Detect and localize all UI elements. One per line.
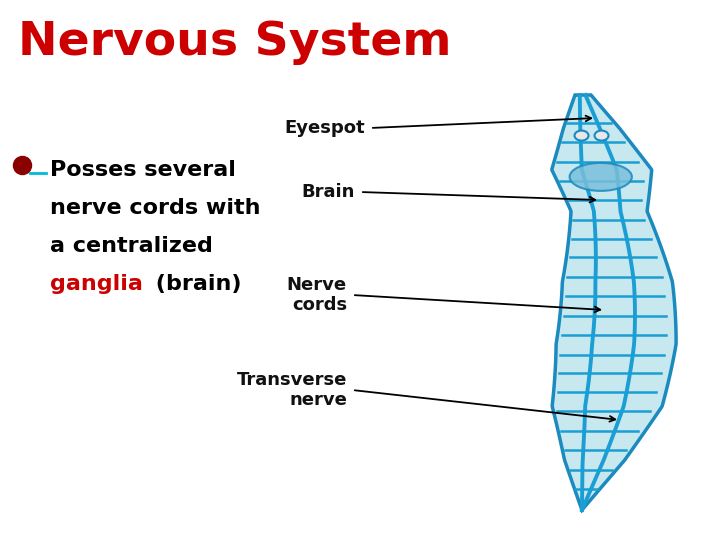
Text: Brain: Brain (302, 183, 355, 201)
Text: Transverse
nerve: Transverse nerve (237, 370, 347, 409)
Text: Nerve
cords: Nerve cords (287, 275, 347, 314)
Ellipse shape (575, 131, 588, 140)
Text: Nervous System: Nervous System (18, 20, 451, 65)
Text: Eyespot: Eyespot (284, 119, 365, 137)
Ellipse shape (570, 163, 632, 191)
Polygon shape (552, 95, 676, 510)
Ellipse shape (595, 131, 608, 140)
Text: ganglia: ganglia (50, 274, 143, 294)
Text: nerve cords with: nerve cords with (50, 198, 261, 218)
Text: (brain): (brain) (148, 274, 241, 294)
Text: a centralized: a centralized (50, 236, 213, 256)
Text: Posses several: Posses several (50, 160, 236, 180)
